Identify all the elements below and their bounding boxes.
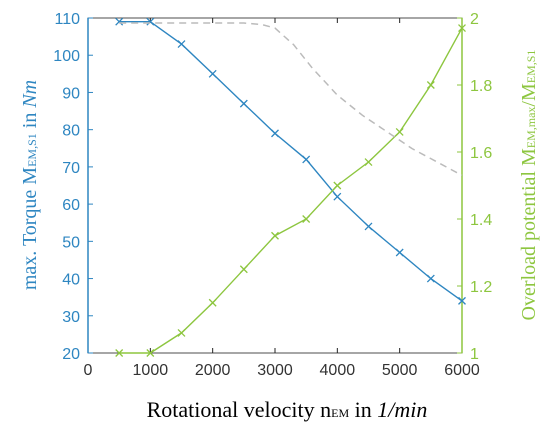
y-left-label-sub: EM,S1 [25, 133, 39, 167]
series-1-marker [395, 127, 404, 136]
x-axis-label-main: Rotational velocity n [147, 397, 332, 422]
x-tick-label: 3000 [257, 362, 293, 379]
series-1-marker [364, 158, 373, 167]
series-0-marker [333, 192, 342, 201]
x-axis-label-mid: in [349, 397, 377, 422]
y-left-tick-label: 90 [62, 85, 80, 102]
y-right-tick-label: 1.4 [470, 212, 492, 229]
series-0-marker [271, 129, 279, 138]
y-left-label-unit: Nm [19, 80, 41, 109]
series-2-line [119, 22, 463, 177]
y-right-tick-label: 1.8 [470, 78, 492, 95]
y-right-tick-label: 1.6 [470, 145, 492, 162]
series-1-marker [333, 181, 342, 190]
y-axis-right-label: Overload potential MEM,max/MEM,S1 [518, 50, 540, 321]
y-left-label-mid: in [19, 108, 41, 134]
y-right-label-slash: /M [518, 83, 540, 107]
series-1-marker [302, 215, 311, 223]
series-0-marker [302, 155, 311, 164]
y-left-tick-label: 40 [62, 272, 80, 289]
series-1-marker [426, 81, 435, 89]
series-0-marker [146, 17, 155, 26]
y-right-label-main: Overload potential M [518, 148, 540, 320]
series-0-marker [208, 69, 217, 78]
series-0-marker [115, 17, 124, 26]
x-tick-label: 5000 [382, 362, 418, 379]
series-1-marker [458, 24, 466, 33]
plot-frame [87, 17, 463, 354]
series-0-line [119, 21, 463, 302]
y-right-tick-label: 2 [470, 11, 479, 28]
series-1-marker [177, 328, 186, 337]
x-tick-label: 2000 [195, 362, 231, 379]
y-left-tick-label: 50 [62, 234, 80, 251]
x-axis-label: Rotational velocity nEM in 1/min [147, 397, 428, 422]
y-left-tick-label: 110 [54, 11, 80, 28]
series-0-marker [395, 248, 404, 257]
y-left-tick-label: 60 [62, 197, 80, 214]
y-right-tick-label: 1.2 [470, 279, 492, 296]
series-0-marker [177, 40, 186, 49]
series-1-marker [208, 298, 217, 307]
y-left-tick-label: 70 [62, 160, 80, 177]
series-1-marker [115, 349, 124, 357]
series-0-marker [458, 296, 466, 305]
y-left-tick-label: 30 [62, 309, 80, 326]
x-tick-label: 0 [84, 362, 93, 379]
series-1-marker [239, 265, 248, 274]
y-left-tick-label: 100 [53, 48, 80, 65]
series-0-marker [364, 222, 373, 231]
x-axis-label-sub: EM [331, 406, 349, 420]
x-tick-label: 1000 [133, 362, 169, 379]
x-tick-label: 6000 [444, 362, 480, 379]
y-right-tick-label: 1 [470, 346, 479, 363]
series-1-marker [271, 231, 279, 240]
series-0-marker [426, 274, 435, 283]
x-tick-label: 4000 [320, 362, 356, 379]
y-axis-left-label: max. Torque MEM,S1 in Nm [19, 80, 41, 290]
y-right-label-sub1: EM,max [524, 107, 538, 149]
x-axis-label-unit: 1/min [377, 397, 427, 422]
series-1-marker [146, 349, 155, 357]
y-left-tick-label: 20 [62, 346, 80, 363]
y-right-label-sub2: EM,S1 [524, 50, 538, 84]
series-0-marker [239, 99, 248, 108]
y-left-tick-label: 80 [62, 123, 80, 140]
series-1-line [119, 27, 463, 354]
y-left-label-main: max. Torque M [19, 167, 41, 290]
